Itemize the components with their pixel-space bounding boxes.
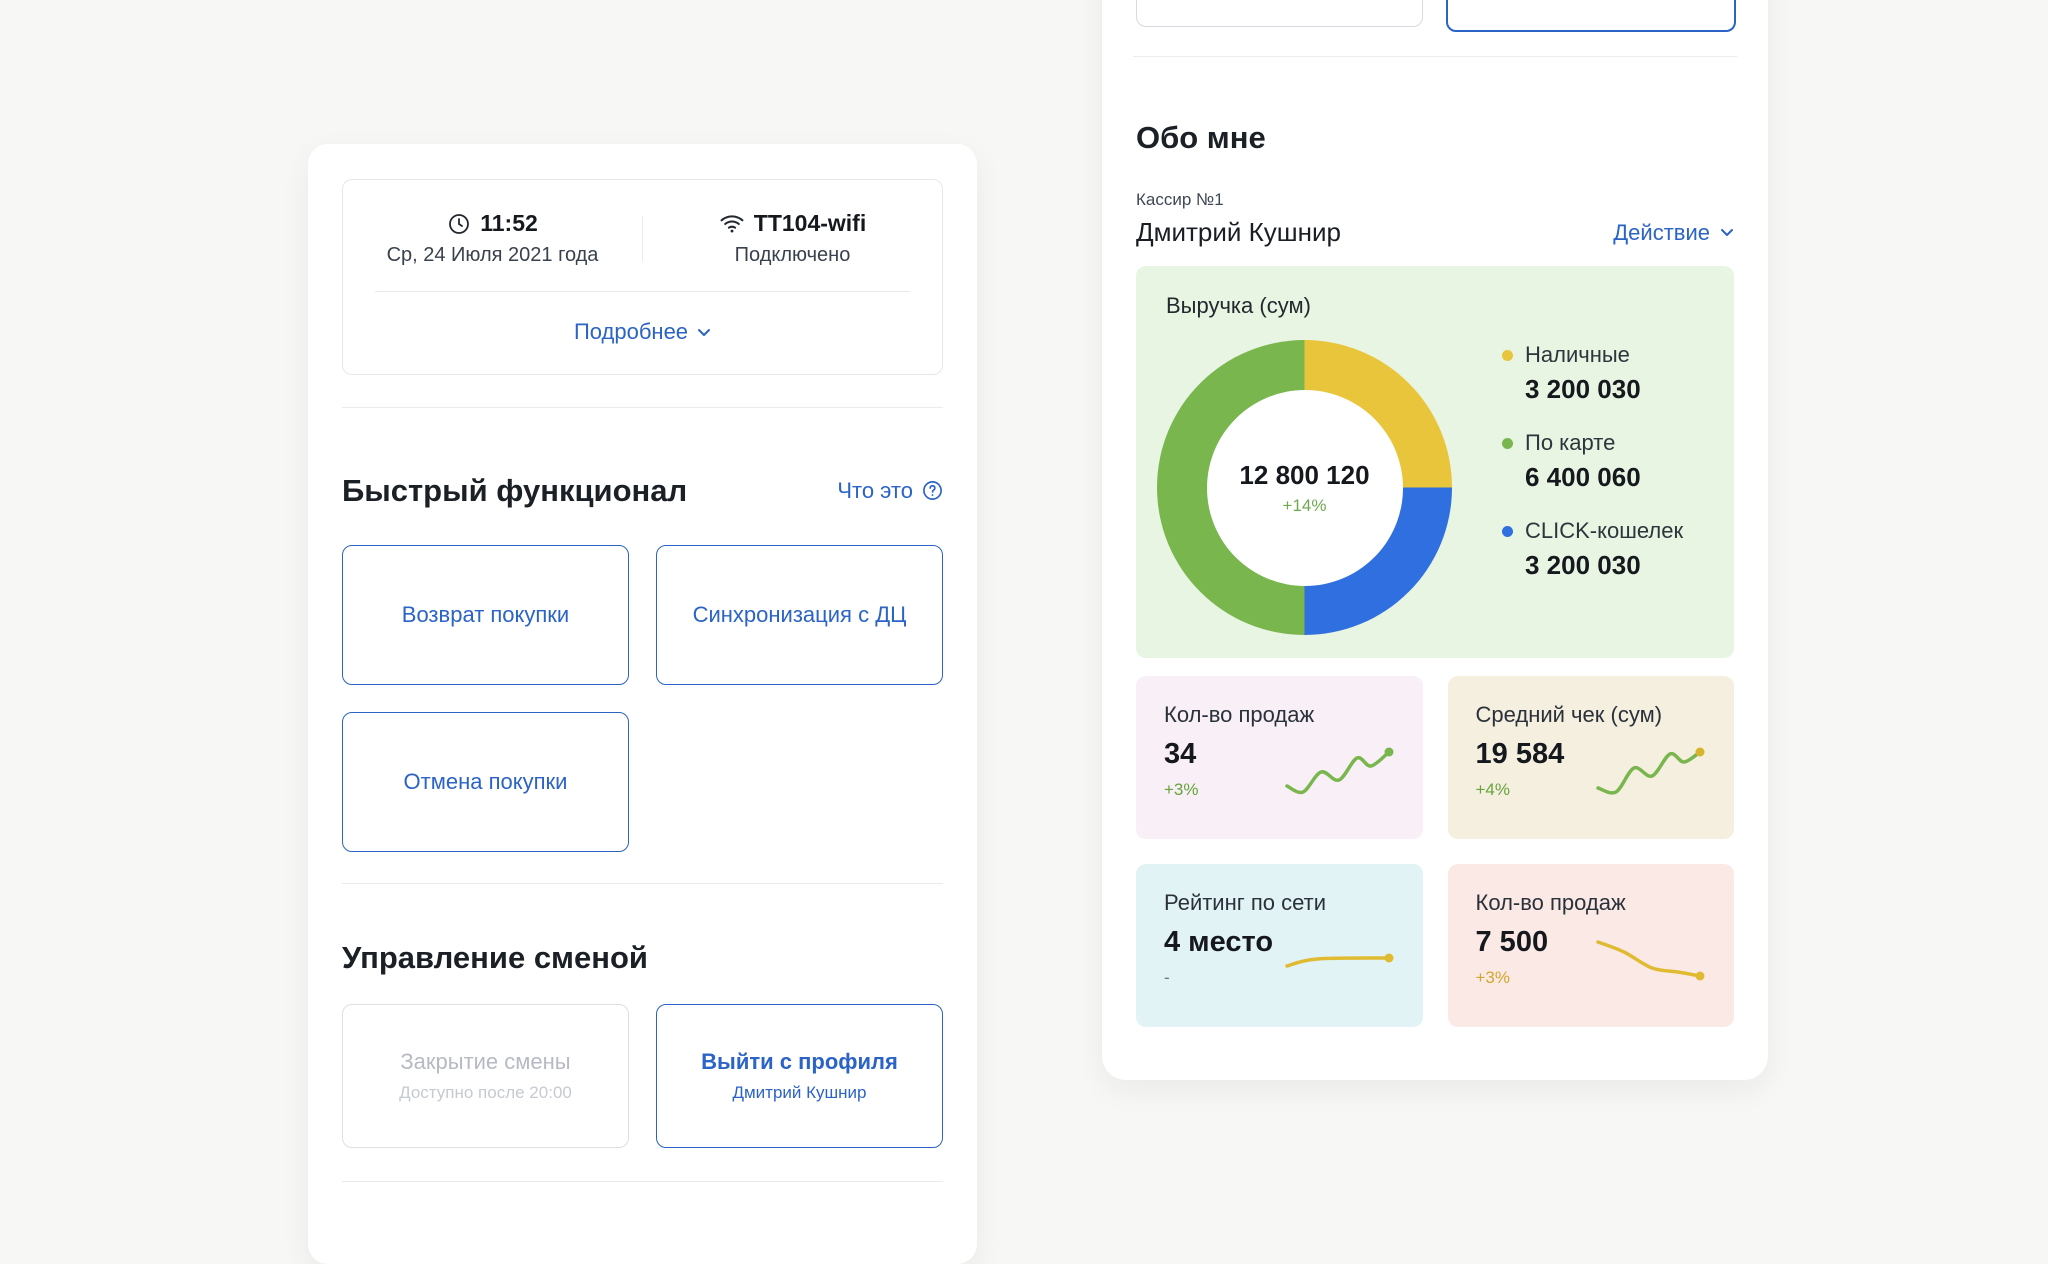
- divider: [342, 1181, 943, 1183]
- divider: [375, 291, 910, 292]
- legend-label: CLICK-кошелек: [1525, 518, 1684, 544]
- time-value: 11:52: [480, 210, 538, 236]
- date-value: Ср, 24 Июля 2021 года: [386, 244, 599, 266]
- legend-value: 3 200 030: [1525, 550, 1641, 581]
- revenue-panel: Выручка (сум) 12 800 120 +14% Наличные 3…: [1136, 266, 1734, 659]
- status-box: 11:52 Ср, 24 Июля 2021 года TT104-wifi П…: [342, 179, 943, 375]
- stat-title: Кол-во продаж: [1164, 702, 1315, 728]
- network-block: TT104-wifi Подключено: [643, 210, 942, 267]
- legend-item: Наличные 3 200 030: [1502, 342, 1683, 405]
- action-dropdown[interactable]: Действие: [1613, 220, 1734, 246]
- time-block: 11:52 Ср, 24 Июля 2021 года: [343, 210, 642, 267]
- revenue-total: 12 800 120: [1239, 459, 1370, 490]
- action-label: Действие: [1613, 219, 1710, 245]
- about-section: Обо мне Кассир №1 Дмитрий Кушнир Действи…: [1102, 119, 1768, 1028]
- revenue-title: Выручка (сум): [1166, 293, 1311, 319]
- stat-delta: -: [1164, 968, 1170, 988]
- stat-title: Рейтинг по сети: [1164, 890, 1327, 916]
- pos-main-panel: 11:52 Ср, 24 Июля 2021 года TT104-wifi П…: [308, 144, 977, 1264]
- partial-button-left[interactable]: [1136, 0, 1423, 27]
- sync-dc-button[interactable]: Синхронизация с ДЦ: [656, 545, 943, 686]
- quick-buttons: Возврат покупки Синхронизация с ДЦ Отмен…: [342, 545, 943, 853]
- sparkline-chart: [1596, 940, 1705, 981]
- close-shift-button[interactable]: Закрытие смены Доступно после 20:00: [342, 1004, 629, 1149]
- sparkline-chart: [1284, 747, 1393, 795]
- details-button[interactable]: Подробнее: [343, 292, 942, 374]
- donut-center: 12 800 120 +14%: [1206, 389, 1403, 586]
- partial-button-right[interactable]: [1446, 0, 1736, 32]
- network-name: TT104-wifi: [753, 210, 867, 236]
- cashier-role: Кассир №1: [1136, 190, 1224, 210]
- stat-network-rating: Рейтинг по сети 4 место -: [1136, 864, 1423, 1028]
- quick-section-title: Быстрый функционал: [342, 473, 688, 508]
- help-icon: [922, 480, 943, 501]
- stat-value: 7 500: [1475, 926, 1549, 959]
- close-shift-label: Закрытие смены: [400, 1049, 571, 1075]
- legend-label: Наличные: [1525, 342, 1630, 368]
- status-box-top: 11:52 Ср, 24 Июля 2021 года TT104-wifi П…: [343, 180, 942, 291]
- legend-item: CLICK-кошелек 3 200 030: [1502, 518, 1683, 581]
- stat-value: 34: [1164, 738, 1197, 771]
- stats-grid: Кол-во продаж 34 +3% Средний чек (сум) 1…: [1136, 676, 1734, 1028]
- shift-buttons: Закрытие смены Доступно после 20:00 Выйт…: [342, 1004, 943, 1149]
- sparkline-chart: [1284, 953, 1393, 968]
- about-title: Обо мне: [1136, 120, 1266, 155]
- revenue-delta: +14%: [1282, 495, 1327, 515]
- cashier-name: Дмитрий Кушнир: [1136, 217, 1341, 248]
- wifi-icon: [719, 213, 745, 234]
- sparkline-chart: [1596, 747, 1705, 795]
- revenue-donut-chart: 12 800 120 +14%: [1157, 340, 1452, 636]
- stat-title: Средний чек (сум): [1475, 702, 1663, 728]
- stat-value: 19 584: [1475, 738, 1565, 771]
- stat-delta: +3%: [1164, 780, 1199, 800]
- legend-value: 3 200 030: [1525, 374, 1641, 405]
- top-buttons-area: [1133, 0, 1737, 57]
- close-shift-sublabel: Доступно после 20:00: [399, 1083, 572, 1103]
- what-is-this-button[interactable]: Что это: [837, 478, 943, 504]
- legend-dot-click: [1502, 525, 1513, 537]
- stat-delta: +3%: [1475, 968, 1511, 988]
- legend-label: По карте: [1525, 430, 1616, 456]
- divider: [342, 883, 943, 885]
- shift-section-title: Управление сменой: [342, 940, 648, 976]
- legend-value: 6 400 060: [1525, 462, 1641, 493]
- chevron-down-icon: [1720, 228, 1734, 237]
- divider: [642, 216, 643, 261]
- legend-dot-card: [1502, 437, 1513, 449]
- revenue-legend: Наличные 3 200 030 По карте 6 400 060: [1502, 342, 1683, 581]
- clock-icon: [447, 212, 471, 236]
- logout-label: Выйти с профиля: [701, 1049, 898, 1075]
- stat-sales-count: Кол-во продаж 34 +3%: [1136, 676, 1423, 840]
- chevron-down-icon: [697, 328, 711, 337]
- divider: [342, 407, 943, 408]
- legend-dot-cash: [1502, 349, 1513, 361]
- stat-sales-count-2: Кол-во продаж 7 500 +3%: [1447, 864, 1734, 1028]
- return-purchase-button[interactable]: Возврат покупки: [342, 545, 629, 686]
- logout-sublabel: Дмитрий Кушнир: [732, 1083, 867, 1103]
- stat-delta: +4%: [1475, 780, 1511, 800]
- details-label: Подробнее: [573, 319, 689, 344]
- network-status: Подключено: [734, 244, 851, 266]
- cancel-purchase-button[interactable]: Отмена покупки: [342, 712, 629, 853]
- logout-button[interactable]: Выйти с профиля Дмитрий Кушнир: [656, 1004, 943, 1149]
- profile-panel: Обо мне Кассир №1 Дмитрий Кушнир Действи…: [1102, 0, 1768, 1080]
- legend-item: По карте 6 400 060: [1502, 430, 1683, 493]
- what-is-this-label: Что это: [837, 477, 913, 503]
- stat-value: 4 место: [1164, 926, 1274, 959]
- stat-title: Кол-во продаж: [1475, 890, 1626, 916]
- stat-average-check: Средний чек (сум) 19 584 +4%: [1447, 676, 1734, 840]
